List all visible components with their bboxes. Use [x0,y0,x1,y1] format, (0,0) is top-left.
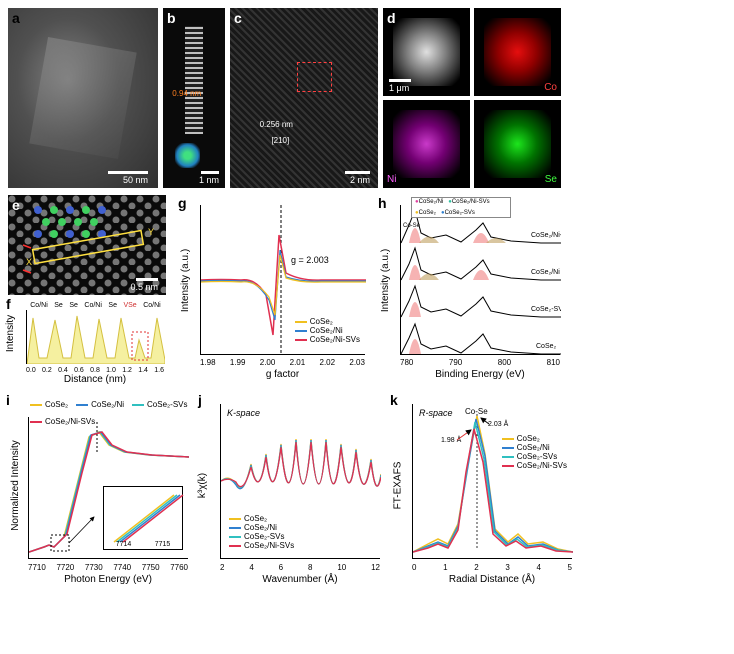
panel-e: e Y X 0.5 nm [8,195,166,295]
ylabel-g: Intensity (a.u.) [180,249,191,312]
panel-k: k FT-EXAFS R-space Co-Se 1.98 Å 2.03 Å C… [392,392,574,587]
chart-g: g = 2.003 CoSe₂ CoSe₂/Ni CoSe₂/Ni-SVs [200,205,365,355]
xlabel-g: g factor [200,369,365,380]
tem-image-a: 50 nm [8,8,158,188]
svg-text:CoSe₂/Ni: CoSe₂/Ni [531,269,560,276]
legend-h: ●CoSe₂/Ni ●CoSe₂/Ni-SVs ●CoSe₂ ●CoSe₂-SV… [411,197,511,218]
atomic-image-e: Y X 0.5 nm [8,195,166,295]
panel-e-label: e [12,197,20,213]
haadf-image-b: 0.94 nm 1 nm [163,8,225,188]
annotation-c1: 0.256 nm [260,120,293,129]
panel-f-label: f [6,296,11,312]
eds-label-ni: Ni [387,174,396,185]
panel-g: g Intensity (a.u.) g = 2.003 CoSe₂ CoSe₂… [178,195,368,382]
chart-i: 77147715 [28,417,188,559]
svg-text:CoSe₂: CoSe₂ [536,343,557,350]
panel-i: i Normalized Intensity 77147715 [8,392,190,587]
legend-k: CoSe₂ CoSe₂/Ni CoSe₂-SVs CoSe₂/Ni-SVs [502,434,567,470]
chart-f: Co/Ni Se Se Co/Ni Se VSe Co/Ni [26,310,164,364]
legend-j: CoSe₂ CoSe₂/Ni CoSe₂-SVs CoSe₂/Ni-SVs [229,514,294,550]
scalebar-e: 0.5 nm [130,282,158,292]
panel-b-label: b [167,10,176,26]
panel-b: b 0.94 nm 1 nm [163,8,225,188]
panel-h-label: h [378,195,387,211]
scalebar-c: 2 nm [350,175,370,185]
xticks-g: 1.981.992.002.012.022.03 [200,358,365,367]
panel-c: c 0.256 nm [210] 2 nm [230,8,378,188]
ylabel-k: FT-EXAFS [392,462,403,510]
eds-map-ni: Ni [383,100,470,188]
eds-map-se: Se [474,100,561,188]
panel-h: h Intensity (a.u.) CoSe₂/Ni-SVs CoSe₂/Ni… [378,195,563,382]
panel-i-label: i [6,392,10,408]
panel-j: j k³χ(k) K-space CoSe₂ CoSe₂/Ni CoSe₂-SV… [200,392,382,587]
ylabel-h: Intensity (a.u.) [380,249,391,312]
svg-text:X: X [26,257,32,267]
scalebar-d: 1 μm [389,83,409,93]
eds-label-co: Co [544,82,557,93]
xticks-k: 012345 [412,563,572,572]
panel-c-label: c [234,10,242,26]
panel-d-label: d [387,10,396,26]
eds-haadf: 1 μm [383,8,470,96]
eds-map-co: Co [474,8,561,96]
ylabel-f: Intensity [5,315,16,352]
xlabel-k: Radial Distance (Å) [412,574,572,585]
xticks-i: 771077207730774077507760 [28,563,188,572]
xlabel-j: Wavenumber (Å) [220,574,380,585]
panel-k-label: k [390,392,398,408]
inset-i: 77147715 [103,486,183,550]
svg-text:Y: Y [148,227,154,237]
chart-j: K-space CoSe₂ CoSe₂/Ni CoSe₂-SVs CoSe₂/N… [220,404,380,559]
panel-d: d 1 μm Co Ni Se [383,8,561,188]
xticks-h: 780790800810 [400,358,560,367]
panel-j-label: j [198,392,202,408]
panel-f: f Intensity Co/Ni Se Se Co/Ni Se VSe Co/… [8,300,166,382]
scalebar-b: 1 nm [199,175,219,185]
svg-text:2.03 Å: 2.03 Å [488,419,509,428]
svg-text:Co-Se: Co-Se [465,407,488,416]
svg-text:CoSe₂/Ni-SVs: CoSe₂/Ni-SVs [531,232,561,239]
xticks-j: 24681012 [220,563,380,572]
xlabel-f: Distance (nm) [26,374,164,385]
chart-h: CoSe₂/Ni-SVs CoSe₂/Ni CoSe₂-SVs CoSe₂ ●C… [400,205,560,355]
xlabel-i: Photon Energy (eV) [28,574,188,585]
legend-i: CoSe₂ CoSe₂/Ni CoSe₂-SVs CoSe₂/Ni-SVs [30,400,190,426]
panel-g-label: g [178,195,187,211]
scalebar-a: 50 nm [123,175,148,185]
svg-text:CoSe₂-SVs: CoSe₂-SVs [531,306,561,313]
hrtem-image-c: 0.256 nm [210] 2 nm [230,8,378,188]
ylabel-j: k³χ(k) [197,473,208,498]
annotation-c2: [210] [271,136,289,145]
annotation-b: 0.94 nm [172,89,201,98]
panel-a-label: a [12,10,20,26]
peak-labels-h: Co-Se [403,223,420,229]
g-annotation: g = 2.003 [291,255,329,265]
panel-a: a 50 nm [8,8,158,188]
xticks-f: 0.00.20.40.60.81.01.21.41.6 [26,367,164,374]
eds-label-se: Se [545,174,557,185]
legend-g: CoSe₂ CoSe₂/Ni CoSe₂/Ni-SVs [295,317,360,344]
ylabel-i: Normalized Intensity [10,440,21,531]
xlabel-h: Binding Energy (eV) [400,369,560,380]
chart-k: R-space Co-Se 1.98 Å 2.03 Å CoSe₂ CoSe₂/… [412,404,572,559]
